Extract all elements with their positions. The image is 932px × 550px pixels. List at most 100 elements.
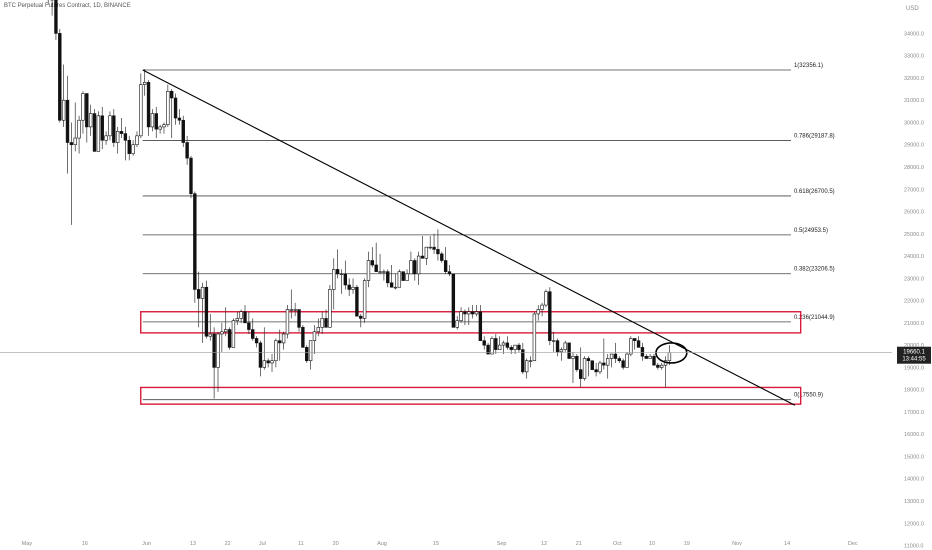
price-tick-label: 34000.0: [904, 31, 924, 37]
candle: [324, 309, 328, 328]
candle: [617, 356, 621, 363]
candle: [154, 106, 158, 139]
candle: [108, 111, 112, 141]
candle-body: [482, 340, 486, 346]
candle: [181, 115, 185, 147]
candle: [278, 329, 282, 361]
candle: [77, 115, 81, 154]
candle: [289, 289, 293, 319]
candle: [633, 338, 637, 350]
candle: [443, 247, 448, 274]
price-tick-label: 19000.0: [904, 365, 924, 371]
candle-body: [528, 360, 533, 362]
candle: [409, 251, 413, 275]
time-tick-label: 21: [576, 541, 582, 547]
candle: [197, 271, 201, 328]
time-tick-label: Sep: [497, 541, 507, 547]
descending-trendline: [142, 69, 796, 406]
price-tick-label: 27000.0: [904, 187, 924, 193]
candle: [58, 28, 62, 123]
candle-body: [204, 286, 209, 337]
candle-body: [262, 360, 266, 368]
candle: [332, 258, 336, 310]
candle: [359, 313, 363, 328]
candle: [548, 287, 552, 346]
candle-body: [478, 311, 483, 341]
candle: [162, 122, 166, 134]
candle-body: [505, 342, 510, 348]
fib-levels-layer: 1(32356.1) 0.786(29187.8) 0.618(26700.5) 0.…: [142, 63, 835, 401]
candle: [660, 362, 664, 370]
candle-body: [617, 358, 621, 362]
candle-body: [660, 364, 664, 368]
candle: [590, 360, 594, 370]
price-tick-label: 21000.0: [904, 321, 924, 327]
candle-body: [162, 124, 166, 128]
candle: [397, 269, 402, 288]
candle-body: [602, 362, 606, 366]
candle-body: [544, 291, 548, 306]
candle: [88, 104, 93, 136]
candle: [216, 331, 220, 392]
candle: [158, 124, 162, 134]
candle-body: [359, 315, 363, 319]
chart-header-title: BTC Perpetual Futures Contract, 1D, BINA…: [4, 3, 131, 9]
price-tick-label: 12000.0: [904, 521, 924, 527]
candle: [416, 251, 421, 286]
candle: [92, 109, 97, 152]
trendline-layer: [142, 69, 796, 406]
candle-body: [127, 139, 131, 154]
candle-body: [366, 260, 371, 281]
candle: [474, 305, 479, 317]
candle-body: [459, 311, 463, 321]
candle: [625, 351, 629, 368]
candle: [602, 338, 606, 370]
candle: [328, 285, 332, 328]
candle-body: [297, 309, 301, 328]
candle: [521, 342, 525, 375]
candle: [339, 269, 344, 294]
candle-body: [633, 338, 637, 341]
candle: [559, 347, 564, 361]
candle: [127, 135, 131, 161]
candle-body: [351, 286, 355, 290]
candle: [663, 356, 668, 388]
candle-body: [470, 311, 475, 315]
candle: [366, 251, 371, 288]
candle: [640, 342, 645, 361]
price-tick-label: 18000.0: [904, 388, 924, 394]
candle: [212, 327, 216, 399]
candle-body: [61, 99, 66, 121]
candle: [528, 356, 533, 368]
candle-body: [413, 260, 417, 275]
candle-body: [443, 260, 448, 272]
candle-body: [65, 99, 70, 143]
candle: [451, 273, 456, 328]
candle: [285, 305, 290, 339]
candle: [239, 309, 243, 323]
candle: [629, 336, 633, 357]
candle-body: [598, 362, 602, 373]
candle: [578, 347, 583, 388]
candle-body: [339, 273, 344, 275]
candle-body: [197, 289, 201, 299]
candle: [112, 109, 116, 147]
candle: [173, 93, 178, 125]
candle-body: [285, 309, 290, 335]
candle: [370, 247, 375, 268]
price-tick-label: 29000.0: [904, 143, 924, 149]
candle: [540, 302, 544, 317]
time-tick-label: Nov: [732, 541, 742, 547]
time-tick-label: 16: [82, 541, 88, 547]
candle: [220, 322, 224, 352]
candle-body: [606, 358, 610, 366]
candle-body: [532, 313, 537, 362]
candle: [436, 229, 440, 261]
candle: [104, 131, 108, 145]
candle: [424, 246, 429, 265]
candle: [177, 109, 182, 125]
candle-body: [447, 271, 452, 275]
price-axis: USD 34000.0 33000.0 32000.0 31000.0 30000.0 29…: [904, 6, 924, 550]
candle-body: [374, 264, 378, 272]
